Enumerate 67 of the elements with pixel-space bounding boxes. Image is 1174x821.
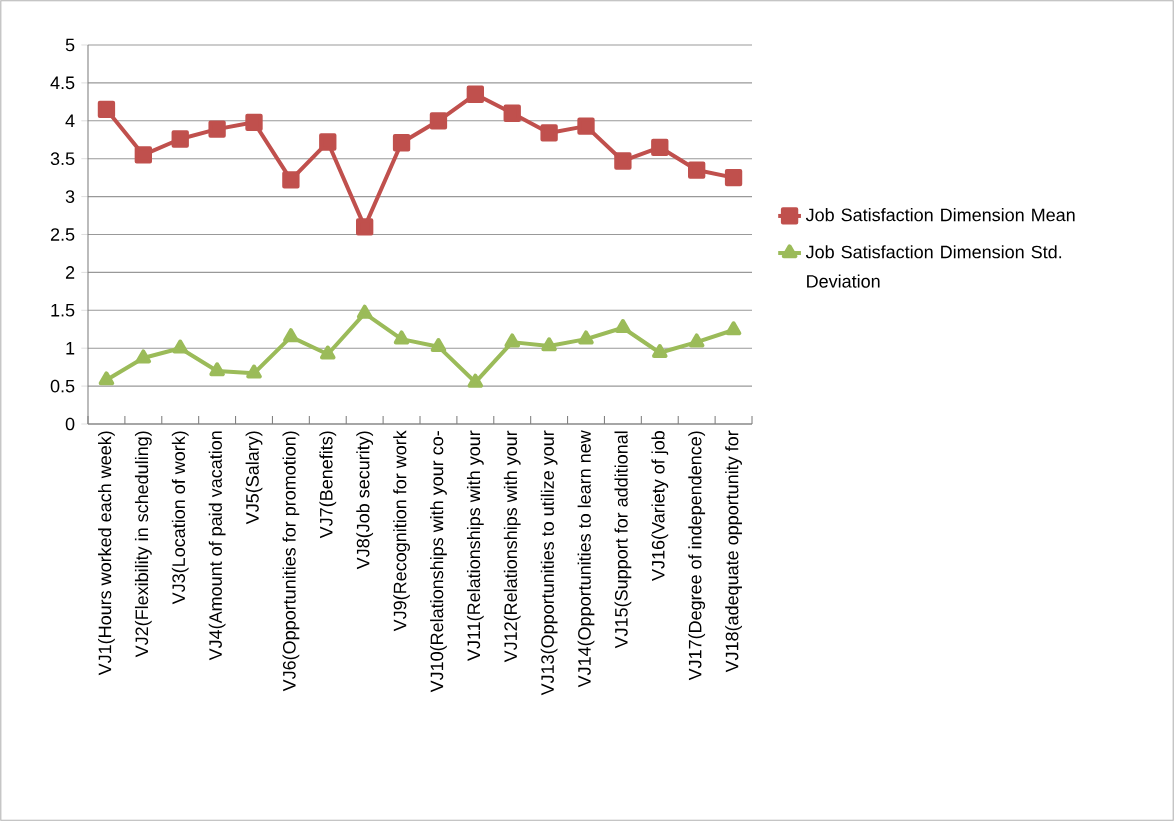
point — [209, 362, 225, 377]
point — [467, 373, 484, 388]
point — [356, 218, 374, 236]
point — [615, 319, 631, 334]
x-tick-label: VJ15(Support for additional — [614, 431, 632, 649]
x-tick-label: VJ4(Amount of paid vacation — [208, 431, 226, 661]
point — [320, 345, 336, 360]
x-tick-label: VJ16(Variety of job — [651, 431, 669, 581]
point — [578, 330, 594, 345]
x-tick-label: VJ10(Relationships with your co- — [430, 431, 447, 693]
y-tick-label: 3 — [65, 190, 75, 203]
point — [392, 134, 411, 152]
y-tick-label: 0.5 — [50, 379, 75, 393]
y-tick-label: 4 — [65, 114, 75, 127]
y-tick-label: 5 — [65, 38, 75, 52]
x-tick-label: VJ11(Relationships with your — [466, 430, 484, 661]
point — [172, 339, 188, 354]
y-tick-label: 3.5 — [50, 152, 75, 166]
point — [283, 328, 299, 343]
point — [282, 171, 300, 189]
point — [171, 130, 189, 148]
x-tick-label: VJ5(Salary) — [245, 431, 263, 525]
legend-label: Job Satisfaction Dimension Mean — [805, 208, 1075, 222]
x-tick-label: VJ3(Location of work) — [171, 431, 189, 605]
point — [134, 146, 152, 164]
point — [429, 112, 448, 130]
y-tick-label: 1.5 — [51, 304, 75, 317]
point — [540, 124, 558, 142]
y-tick-label: 2 — [65, 266, 75, 279]
point — [541, 337, 557, 352]
x-tick-label: VJ12(Relationships with your — [503, 430, 521, 663]
point — [503, 104, 521, 122]
point — [652, 344, 668, 359]
x-tick-label: VJ13(Opportunities to utilize your — [540, 430, 558, 696]
x-tick-label: VJ14(Opportunities to learn new — [577, 430, 595, 688]
x-tick-label: VJ8(Job security) — [356, 431, 374, 570]
y-tick-label: 2.5 — [50, 228, 75, 241]
x-tick-label: VJ18(adequate opportunity for — [725, 430, 742, 673]
legend-label: Job Satisfaction Dimension Std. Deviation — [805, 245, 1062, 288]
point — [98, 371, 115, 386]
x-tick-label: VJ1(Hours worked each week) — [98, 431, 115, 676]
point — [319, 133, 337, 151]
y-tick-label: 1 — [66, 342, 75, 355]
x-tick-label: VJ9(Recognition for work — [393, 430, 410, 632]
point — [135, 349, 152, 364]
point — [577, 117, 595, 135]
x-tick-label: VJ2(Flexibility in scheduling) — [134, 431, 152, 658]
point — [504, 333, 520, 348]
point — [466, 85, 484, 103]
y-tick-label: 0 — [65, 417, 75, 431]
x-tick-label: VJ6(Opportunities for promotion) — [282, 431, 300, 692]
point — [614, 152, 632, 170]
point — [97, 100, 116, 119]
x-tick-label: VJ7(Benefits) — [319, 431, 337, 539]
y-tick-label: 4.5 — [50, 76, 75, 90]
point — [430, 338, 447, 353]
point — [688, 161, 706, 179]
point — [208, 120, 226, 138]
point — [245, 113, 263, 131]
point — [393, 330, 410, 345]
point — [651, 138, 669, 156]
point — [724, 168, 743, 187]
point — [246, 364, 262, 379]
x-tick-label: VJ17(Degree of independence) — [688, 431, 706, 681]
point — [725, 321, 742, 336]
point — [356, 304, 373, 319]
point — [688, 333, 705, 348]
